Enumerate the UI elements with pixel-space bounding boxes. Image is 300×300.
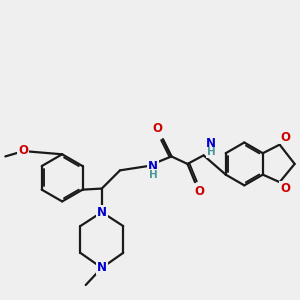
Text: H: H (207, 147, 215, 158)
Text: N: N (97, 206, 107, 219)
Text: N: N (97, 206, 107, 219)
Text: O: O (18, 144, 28, 157)
Text: N: N (206, 137, 216, 150)
Text: O: O (280, 182, 290, 195)
Text: H: H (149, 170, 158, 180)
Text: N: N (97, 261, 107, 274)
Text: O: O (152, 122, 163, 135)
Text: O: O (280, 130, 290, 144)
Text: O: O (194, 185, 204, 198)
Text: N: N (148, 160, 158, 172)
